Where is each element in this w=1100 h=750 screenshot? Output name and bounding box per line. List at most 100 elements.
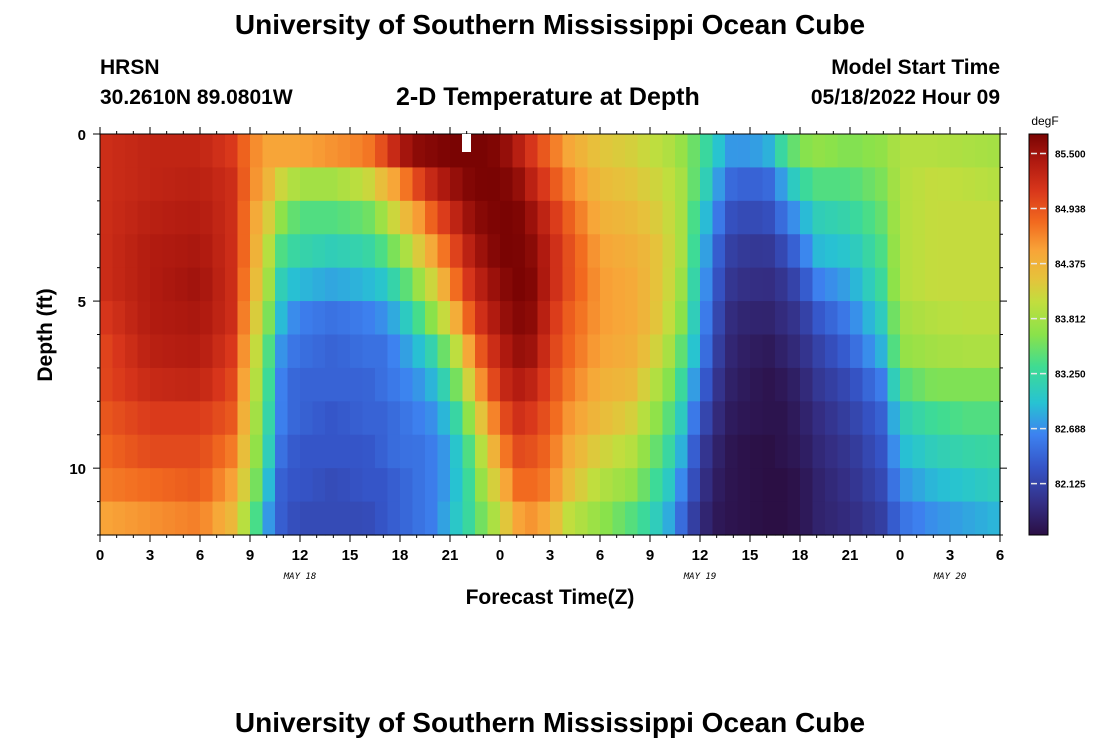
- heatmap-cell: [512, 401, 526, 436]
- heatmap-cell: [262, 468, 276, 503]
- heatmap-cell: [237, 468, 251, 503]
- surface-marker: [462, 134, 471, 152]
- heatmap-cell: [237, 401, 251, 436]
- heatmap-cell: [775, 234, 789, 269]
- heatmap-cell: [100, 501, 114, 536]
- heatmap-cell: [425, 134, 439, 169]
- heatmap-cell: [625, 501, 639, 536]
- heatmap-cell: [587, 334, 601, 369]
- heatmap-cell: [625, 367, 639, 402]
- heatmap-cell: [325, 367, 339, 402]
- heatmap-cell: [312, 401, 326, 436]
- heatmap-cell: [537, 301, 551, 336]
- heatmap-cell: [637, 334, 651, 369]
- heatmap-cell: [650, 401, 664, 436]
- heatmap-cell: [287, 267, 301, 302]
- heatmap-cell: [550, 401, 564, 436]
- heatmap-cell: [962, 401, 976, 436]
- heatmap-cell: [300, 134, 314, 169]
- heatmap-cell: [950, 167, 964, 202]
- heatmap-cell: [125, 468, 139, 503]
- heatmap-cell: [275, 334, 289, 369]
- heatmap-cell: [437, 267, 451, 302]
- heatmap-cell: [212, 134, 226, 169]
- heatmap-cell: [637, 468, 651, 503]
- heatmap-cell: [662, 234, 676, 269]
- heatmap-cell: [875, 234, 889, 269]
- heatmap-cell: [750, 167, 764, 202]
- heatmap-cell: [837, 301, 851, 336]
- heatmap-cell: [675, 468, 689, 503]
- heatmap-cell: [575, 267, 589, 302]
- heatmap-cell: [362, 367, 376, 402]
- heatmap-cell: [950, 200, 964, 235]
- heatmap-cell: [937, 234, 951, 269]
- heatmap-cell: [437, 468, 451, 503]
- heatmap-cell: [425, 167, 439, 202]
- heatmap-cell: [475, 134, 489, 169]
- heatmap-cell: [137, 267, 151, 302]
- heatmap-cell: [912, 501, 926, 536]
- heatmap-cell: [475, 167, 489, 202]
- heatmap-cell: [987, 267, 1001, 302]
- heatmap-cell: [887, 401, 901, 436]
- heatmap-cell: [987, 167, 1001, 202]
- heatmap-cell: [550, 234, 564, 269]
- heatmap-cell: [987, 434, 1001, 469]
- heatmap-cell: [112, 301, 126, 336]
- heatmap-cell: [925, 367, 939, 402]
- heatmap-cell: [850, 200, 864, 235]
- chart-subtitle: 2-D Temperature at Depth: [396, 83, 700, 111]
- heatmap-cell: [662, 367, 676, 402]
- heatmap-cell: [137, 501, 151, 536]
- heatmap-cell: [875, 367, 889, 402]
- heatmap-cell: [487, 234, 501, 269]
- heatmap-cell: [787, 167, 801, 202]
- heatmap-cell: [425, 267, 439, 302]
- heatmap-cell: [825, 501, 839, 536]
- heatmap-cell: [475, 334, 489, 369]
- heatmap-cell: [200, 501, 214, 536]
- heatmap-cell: [325, 234, 339, 269]
- heatmap-cell: [137, 434, 151, 469]
- heatmap-cell: [837, 334, 851, 369]
- heatmap-cell: [650, 367, 664, 402]
- heatmap-cell: [725, 468, 739, 503]
- heatmap-cell: [412, 267, 426, 302]
- heatmap-cell: [937, 134, 951, 169]
- heatmap-cell: [400, 267, 414, 302]
- heatmap-cell: [612, 167, 626, 202]
- heatmap-cell: [325, 434, 339, 469]
- heatmap-cell: [187, 434, 201, 469]
- heatmap-cell: [137, 334, 151, 369]
- heatmap-cell: [762, 468, 776, 503]
- heatmap-cell: [412, 468, 426, 503]
- heatmap-cell: [425, 468, 439, 503]
- heatmap-cell: [437, 367, 451, 402]
- heatmap-cell: [850, 301, 864, 336]
- heatmap-cell: [225, 134, 239, 169]
- heatmap-cell: [237, 167, 251, 202]
- heatmap-cell: [475, 401, 489, 436]
- x-tick-label: 18: [392, 547, 409, 564]
- heatmap-cell: [150, 367, 164, 402]
- heatmap-cell: [887, 468, 901, 503]
- heatmap-cell: [375, 267, 389, 302]
- heatmap-cell: [412, 200, 426, 235]
- heatmap-cell: [750, 401, 764, 436]
- heatmap-cell: [337, 167, 351, 202]
- heatmap-cell: [212, 301, 226, 336]
- heatmap-cell: [962, 134, 976, 169]
- heatmap-cell: [687, 267, 701, 302]
- heatmap-cell: [362, 234, 376, 269]
- heatmap-cell: [612, 434, 626, 469]
- heatmap-cell: [387, 434, 401, 469]
- heatmap-cell: [100, 200, 114, 235]
- heatmap-cell: [412, 501, 426, 536]
- heatmap-cell: [650, 200, 664, 235]
- heatmap-cell: [925, 134, 939, 169]
- heatmap-cell: [675, 200, 689, 235]
- x-tick-label: 12: [292, 547, 309, 564]
- heatmap-cell: [837, 367, 851, 402]
- heatmap-cell: [450, 200, 464, 235]
